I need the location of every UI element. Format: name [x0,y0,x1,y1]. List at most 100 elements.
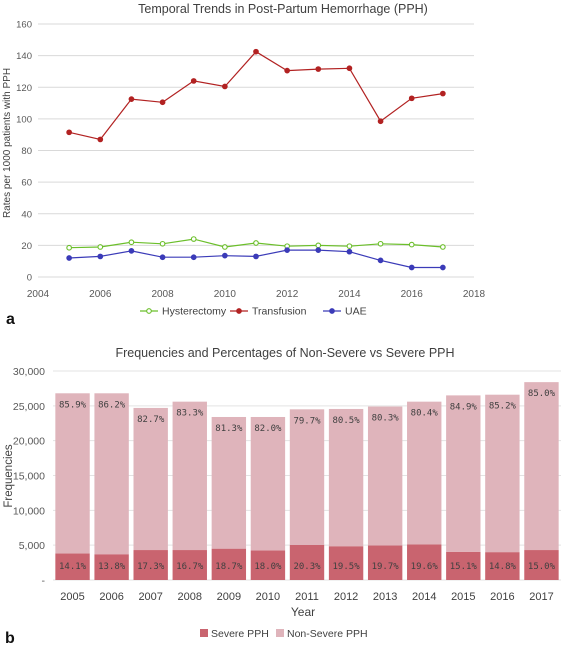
b-xtick-label: 2011 [295,591,319,603]
chart-b-xlabel: Year [291,605,315,619]
b-xtick-label: 2016 [490,591,514,603]
a-point [190,254,197,261]
b-xtick-label: 2014 [412,591,436,603]
chart-b-axes: - 5,000 10,000 15,000 20,000 25,000 30,000 2005… [13,366,554,603]
a-point [315,66,322,72]
b-bar-non-severe [407,401,442,545]
b-bar-severe [133,550,168,580]
b-label-severe: 19.6% [411,562,439,572]
b-bar-severe [94,554,129,580]
b-legend-label: Non-Severe PPH [287,628,368,640]
a-point [66,244,72,251]
a-xtick-label: 2004 [27,289,50,300]
b-bar-non-severe [328,408,364,547]
a-point [315,247,322,253]
b-bar-severe [172,550,207,580]
b-xtick-label: 2017 [529,591,553,603]
b-label-severe: 20.3% [293,562,321,572]
b-bar-non-severe [94,393,129,555]
b-label-non-severe: 81.3% [215,424,243,434]
a-point [377,257,384,264]
a-xtick-label: 2012 [276,289,299,300]
b-xtick-label: 2013 [373,591,397,603]
b-bar-severe [485,552,520,580]
chart-b-ylabel: Frequencies [3,444,15,508]
a-point [222,244,228,250]
b-bar-severe [289,544,325,580]
a-legend-swatch-marker [146,308,152,314]
a-point [66,129,72,136]
a-point [284,67,290,74]
a-point [346,243,353,250]
chart-a-title: Temporal Trends in Post-Partum Hemorrhag… [138,2,428,16]
a-point [159,240,166,247]
b-label-severe: 16.7% [176,562,204,572]
chart-b-title: Frequencies and Percentages of Non-Sever… [115,346,454,360]
chart-a-ylabel: Rates per 1000 patients with PPH [2,68,13,218]
b-xtick-label: 2005 [60,591,84,603]
a-point [159,254,166,261]
b-xtick-label: 2006 [99,591,123,603]
a-point [440,264,446,271]
b-xtick-label: 2007 [138,591,162,603]
a-point [159,99,166,106]
b-xtick-label: 2009 [217,591,241,603]
b-label-severe: 17.3% [137,562,165,572]
a-point [315,242,322,249]
b-label-severe: 19.7% [372,562,400,572]
a-point [253,240,259,246]
b-legend-swatch [276,629,284,637]
a-point [97,136,104,143]
b-bar-non-severe [55,393,90,554]
b-bar-severe [328,546,364,580]
panel-a-label: a [6,311,15,328]
a-point [346,65,353,72]
b-bar-non-severe [367,406,403,546]
a-xtick-label: 2008 [151,289,174,300]
b-bar-non-severe [485,394,520,553]
b-label-non-severe: 82.7% [137,415,165,425]
b-bar-severe [55,553,90,580]
a-point [284,247,290,253]
a-legend-label: UAE [345,306,367,318]
b-legend-label: Severe PPH [211,628,269,640]
chart-a-legend: Hysterectomy Transfusion UAE [140,306,367,318]
b-label-non-severe: 85.9% [59,400,87,410]
a-xtick-label: 2016 [401,289,424,300]
b-xtick-label: 2012 [334,591,358,603]
b-label-non-severe: 86.2% [98,400,126,410]
a-point [253,48,259,55]
a-ytick-label: 100 [16,114,32,125]
a-ytick-label: 60 [21,178,32,189]
a-ytick-label: 20 [21,241,32,252]
a-legend-label: Transfusion [252,306,307,318]
b-bar-non-severe [172,401,207,551]
b-ytick-label: 30,000 [13,366,45,378]
b-bar-non-severe [289,409,325,545]
b-bar-severe [524,550,559,580]
a-series-uae [66,247,446,271]
a-point [377,240,384,247]
a-point [128,239,135,246]
a-series-transfusion [66,48,446,143]
b-bar-non-severe [446,395,481,552]
chart-b-legend: Severe PPH Non-Severe PPH [200,628,368,640]
a-point [66,255,72,261]
a-legend-swatch-marker [329,308,335,314]
b-bar-non-severe [211,416,247,549]
a-legend-swatch-marker [236,308,242,314]
b-label-non-severe: 84.9% [450,402,478,412]
a-xtick-label: 2010 [214,289,237,300]
b-bar-severe [407,544,442,580]
b-label-severe: 14.8% [489,562,517,572]
b-ytick-label: 20,000 [13,436,45,448]
a-point [377,118,384,125]
b-label-severe: 19.5% [333,562,361,572]
a-ytick-label: 80 [21,146,32,157]
b-label-non-severe: 80.4% [411,409,439,419]
a-point [346,248,353,255]
chart-a-series [66,48,446,271]
a-xtick-label: 2018 [463,289,486,300]
b-xtick-label: 2015 [451,591,475,603]
